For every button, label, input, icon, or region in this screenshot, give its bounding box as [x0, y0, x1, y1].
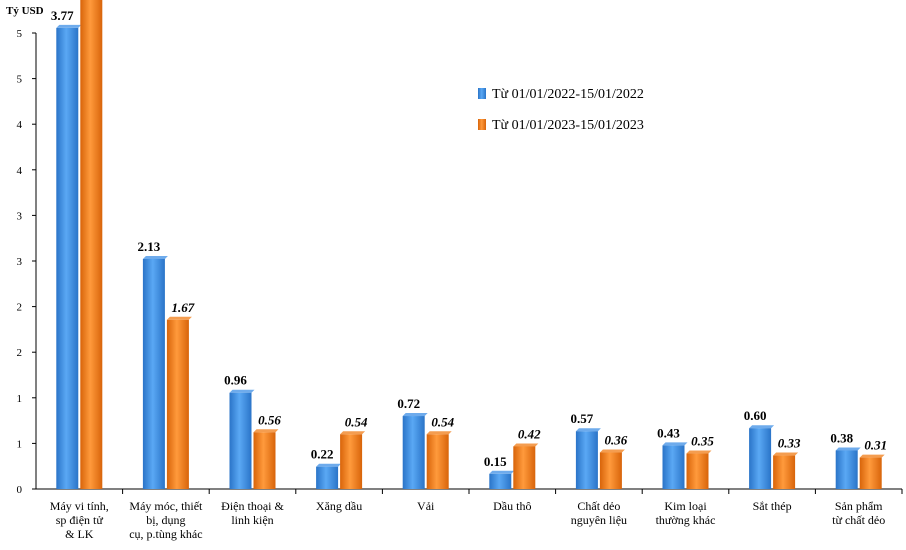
bar-top [489, 470, 515, 474]
bar-top [56, 24, 82, 28]
x-category-label: Máy vi tính, sp điện tử & LK [50, 499, 109, 541]
bar-2022 [749, 428, 772, 489]
data-label-2023: 0.42 [518, 426, 541, 441]
x-category-label: Vải [417, 499, 435, 513]
bar-2022 [402, 416, 425, 489]
bar-top [316, 463, 342, 467]
bar-top [749, 425, 775, 429]
bar-top [253, 429, 279, 433]
bar-top [402, 413, 428, 417]
bar-2023 [859, 457, 882, 489]
bar-top [229, 389, 255, 393]
bar-top [575, 428, 601, 432]
data-label-2023: 0.56 [258, 412, 281, 427]
data-label-2023: 0.36 [605, 433, 628, 448]
legend-swatch [478, 88, 486, 99]
bar-2022 [316, 466, 339, 489]
x-category-label: Máy móc, thiết bị, dụng cụ, p.tùng khác [129, 499, 203, 541]
x-category-label: Xăng dầu [316, 499, 362, 513]
bar-2023 [253, 432, 276, 489]
legend-label: Từ 01/01/2023-15/01/2023 [492, 118, 644, 133]
data-label-2022: 0.15 [484, 454, 507, 469]
data-label-2022: 0.72 [397, 396, 420, 411]
bar-top [166, 316, 192, 320]
bar-2023 [599, 452, 622, 489]
y-tick-label: 1 [17, 438, 23, 450]
x-category-label: Sản phẩm từ chất dẻo [832, 499, 885, 527]
bar-2022 [835, 450, 858, 489]
bar-2022 [489, 473, 512, 489]
data-label-2023: 0.33 [778, 436, 801, 451]
data-label-2022: 0.43 [657, 425, 680, 440]
bar-2023 [426, 434, 449, 489]
y-tick-label: 5 [17, 74, 23, 86]
bar-2022 [575, 431, 598, 489]
data-label-2023: 1.67 [172, 300, 195, 315]
bar-2023 [166, 319, 189, 489]
data-label-2022: 0.22 [311, 447, 334, 462]
x-category-label: Sắt thép [753, 499, 792, 513]
bar-top [662, 442, 688, 446]
bar-top [340, 431, 366, 435]
y-axis-unit-label: Tỷ USD [6, 5, 44, 17]
x-category-label: Điện thoại & linh kiện [221, 499, 284, 527]
bar-top [835, 447, 861, 451]
y-tick-label: 3 [17, 256, 23, 268]
bar-2023 [513, 446, 536, 489]
y-tick-label: 0 [17, 484, 23, 496]
data-label-2022: 0.96 [224, 373, 247, 388]
y-tick-label: 5 [17, 28, 23, 40]
data-label-2022: 3.77 [51, 8, 74, 23]
bar-top [773, 452, 799, 456]
x-category-label: Chất dẻo nguyên liệu [571, 499, 627, 527]
x-category-label: Kim loại thường khác [656, 499, 716, 527]
y-tick-label: 2 [17, 302, 23, 314]
bar-top [426, 431, 452, 435]
y-tick-label: 4 [17, 119, 23, 131]
data-label-2022: 0.60 [744, 408, 767, 423]
bar-2022 [142, 258, 165, 489]
legend: Từ 01/01/2022-15/01/2022 Từ 01/01/2023-15… [478, 87, 644, 133]
y-tick-label: 1 [17, 393, 23, 405]
data-label-2023: 0.31 [864, 438, 887, 453]
legend-swatch [478, 119, 486, 130]
bar-top [599, 449, 625, 453]
x-category-label: Dầu thô [493, 499, 531, 513]
bar-top [513, 443, 539, 447]
bar-2022 [56, 27, 79, 490]
bar-2023 [340, 434, 363, 489]
data-label-2022: 2.13 [138, 239, 161, 254]
data-label-2023: 0.54 [431, 414, 454, 429]
bar-2023 [773, 455, 796, 489]
y-tick-label: 2 [17, 347, 23, 359]
bar-2023 [80, 0, 103, 490]
data-label-2023: 0.35 [691, 434, 714, 449]
legend-label: Từ 01/01/2022-15/01/2022 [492, 87, 644, 102]
bar-2023 [686, 453, 709, 489]
data-label-2023: 0.54 [345, 414, 368, 429]
bar-top [142, 255, 168, 259]
y-tick-label: 4 [17, 165, 23, 177]
bar-top [859, 454, 885, 458]
y-tick-label: 3 [17, 210, 23, 222]
data-label-2022: 0.38 [830, 430, 853, 445]
bar-2022 [229, 392, 252, 489]
data-label-2022: 0.57 [571, 411, 594, 426]
bar-top [686, 450, 712, 454]
bar-2022 [662, 445, 685, 489]
